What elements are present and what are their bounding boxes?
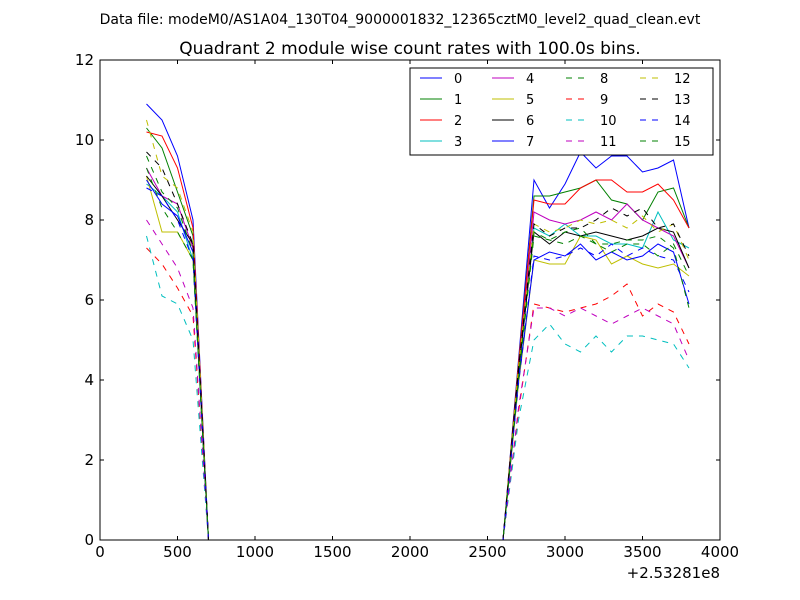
x-tick-label: 2500 bbox=[468, 543, 506, 561]
series-line-12 bbox=[146, 119, 690, 540]
legend-label-0: 0 bbox=[454, 72, 462, 87]
series-line-5 bbox=[146, 175, 690, 540]
x-tick-label: 4000 bbox=[701, 543, 739, 561]
series-line-6 bbox=[146, 175, 690, 540]
series-line-0 bbox=[146, 103, 690, 540]
legend-label-7: 7 bbox=[526, 135, 534, 150]
x-axis: 0 500 1000 1500 2000 2500 3000 3500 4000 bbox=[95, 60, 739, 561]
x-tick-label: 0 bbox=[95, 543, 105, 561]
legend-label-10: 10 bbox=[600, 114, 617, 129]
legend-label-8: 8 bbox=[600, 72, 608, 87]
series-line-15 bbox=[146, 167, 690, 540]
legend-label-12: 12 bbox=[674, 72, 691, 87]
series-line-10 bbox=[146, 235, 690, 540]
series-line-8 bbox=[146, 155, 690, 540]
suptitle: Data file: modeM0/AS1A04_130T04_90000018… bbox=[100, 12, 701, 28]
legend-label-2: 2 bbox=[454, 114, 462, 129]
legend-label-14: 14 bbox=[674, 114, 691, 129]
chart-title: Quadrant 2 module wise count rates with … bbox=[179, 39, 640, 59]
legend-label-6: 6 bbox=[526, 114, 534, 129]
series-line-4 bbox=[146, 167, 690, 540]
series-group bbox=[146, 103, 690, 540]
series-line-14 bbox=[146, 187, 690, 540]
series-line-1 bbox=[146, 127, 690, 540]
series-line-9 bbox=[146, 247, 690, 540]
y-tick-label: 12 bbox=[75, 51, 94, 69]
legend-label-5: 5 bbox=[526, 93, 534, 108]
series-line-7 bbox=[146, 179, 690, 540]
x-tick-label: 3000 bbox=[546, 543, 584, 561]
y-tick-label: 10 bbox=[75, 131, 94, 149]
series-line-2 bbox=[146, 131, 690, 540]
series-line-13 bbox=[146, 151, 690, 540]
x-tick-label: 2000 bbox=[391, 543, 429, 561]
legend-label-1: 1 bbox=[454, 93, 462, 108]
plot-area: 0 500 1000 1500 2000 2500 3000 3500 4000 0246810… bbox=[75, 51, 739, 582]
y-tick-label: 4 bbox=[84, 371, 94, 389]
legend-label-11: 11 bbox=[600, 135, 617, 150]
y-tick-label: 2 bbox=[84, 451, 94, 469]
x-tick-label: 1000 bbox=[236, 543, 274, 561]
x-tick-label: 1500 bbox=[313, 543, 351, 561]
legend-frame bbox=[409, 67, 714, 156]
series-line-3 bbox=[146, 183, 690, 540]
legend-label-15: 15 bbox=[674, 135, 691, 150]
legend-label-9: 9 bbox=[600, 93, 608, 108]
x-tick-label: 500 bbox=[163, 543, 192, 561]
x-tick-label: 3500 bbox=[623, 543, 661, 561]
x-offset-label: +2.53281e8 bbox=[627, 564, 720, 582]
legend-label-3: 3 bbox=[454, 135, 462, 150]
series-line-11 bbox=[146, 219, 690, 540]
legend-label-13: 13 bbox=[674, 93, 691, 108]
y-tick-label: 0 bbox=[84, 531, 94, 549]
legend-label-4: 4 bbox=[526, 72, 534, 87]
y-tick-label: 6 bbox=[84, 291, 94, 309]
y-tick-label: 8 bbox=[84, 211, 94, 229]
